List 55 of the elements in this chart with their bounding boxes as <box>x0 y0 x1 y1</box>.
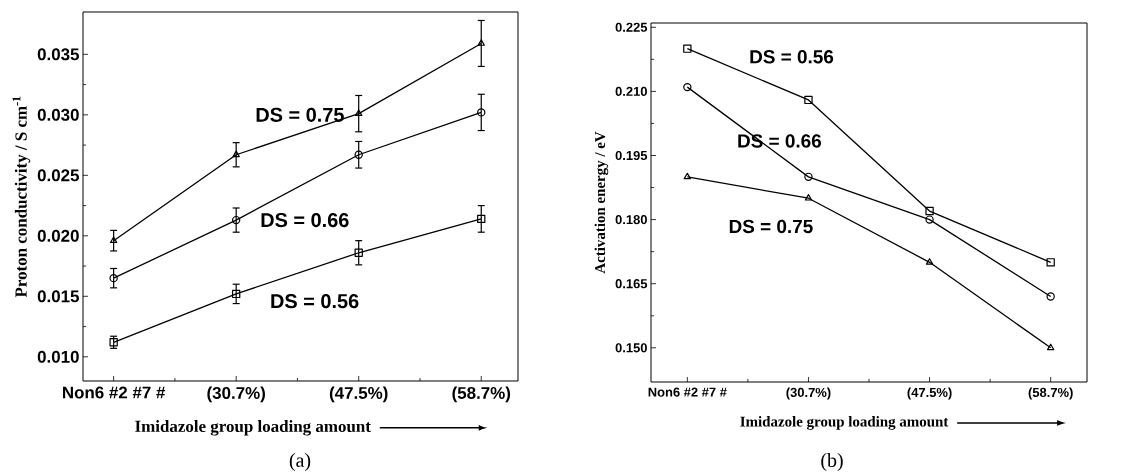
point <box>109 273 118 283</box>
y-tick-label: 0.015 <box>37 290 80 303</box>
point <box>925 258 934 265</box>
x-tick-label: (30.7%) <box>207 386 265 403</box>
series-label: DS = 0.56 <box>271 294 359 309</box>
text: (a) <box>289 452 311 472</box>
point <box>683 172 692 180</box>
x-tick-label: (58.7%) <box>452 386 511 403</box>
point <box>354 150 363 159</box>
x-axis-title: Imidazole group loading amount <box>135 420 371 436</box>
point <box>231 215 241 225</box>
point <box>683 44 692 53</box>
point <box>1046 343 1055 351</box>
y-tick-label: 0.035 <box>37 48 80 61</box>
point <box>477 108 486 117</box>
point <box>683 82 692 92</box>
point <box>477 39 485 46</box>
y-tick-label: 0.165 <box>615 279 648 289</box>
point <box>804 95 813 105</box>
y-tick-label: 0.150 <box>615 343 647 353</box>
point <box>1046 258 1055 267</box>
text: (b) <box>821 452 843 472</box>
point <box>1046 292 1055 301</box>
point <box>925 206 934 216</box>
x-axis-title: Imidazole group loading amount <box>740 416 949 430</box>
x-tick-label: Non6 #2 #7 # <box>63 386 166 399</box>
series-label: DS = 0.75 <box>729 219 813 234</box>
y-tick-label: 0.025 <box>37 169 80 182</box>
point <box>231 289 241 299</box>
point <box>232 150 240 158</box>
x-tick-label: (47.5%) <box>907 387 952 400</box>
y-axis-title: Activation energy / eV <box>594 131 609 274</box>
y-tick-label: 0.225 <box>615 22 648 32</box>
y-axis-title: Proton conductivity / S cm$^{-1}$ <box>12 96 31 298</box>
x-tick-label: (30.7%) <box>786 387 831 400</box>
point <box>354 248 363 257</box>
y-tick-label: 0.010 <box>37 350 79 363</box>
point <box>355 109 363 117</box>
point <box>477 214 486 224</box>
y-tick-label: 0.030 <box>37 108 79 121</box>
point <box>804 194 813 201</box>
x-tick-label: (58.7%) <box>1028 387 1073 400</box>
x-tick-label: Non6 #2 #7 # <box>648 387 727 397</box>
y-tick-label: 0.210 <box>615 86 647 96</box>
point <box>925 215 934 224</box>
series-label: DS = 0.75 <box>256 107 344 122</box>
series-label: DS = 0.56 <box>750 50 834 64</box>
y-tick-label: 0.180 <box>615 215 647 225</box>
point <box>804 172 813 182</box>
x-tick-label: (47.5%) <box>329 386 388 403</box>
series-label: DS = 0.66 <box>261 213 349 228</box>
y-tick-label: 0.195 <box>615 150 648 161</box>
y-tick-label: 0.020 <box>37 229 79 242</box>
series-label: DS = 0.66 <box>738 134 822 148</box>
point <box>109 236 118 244</box>
